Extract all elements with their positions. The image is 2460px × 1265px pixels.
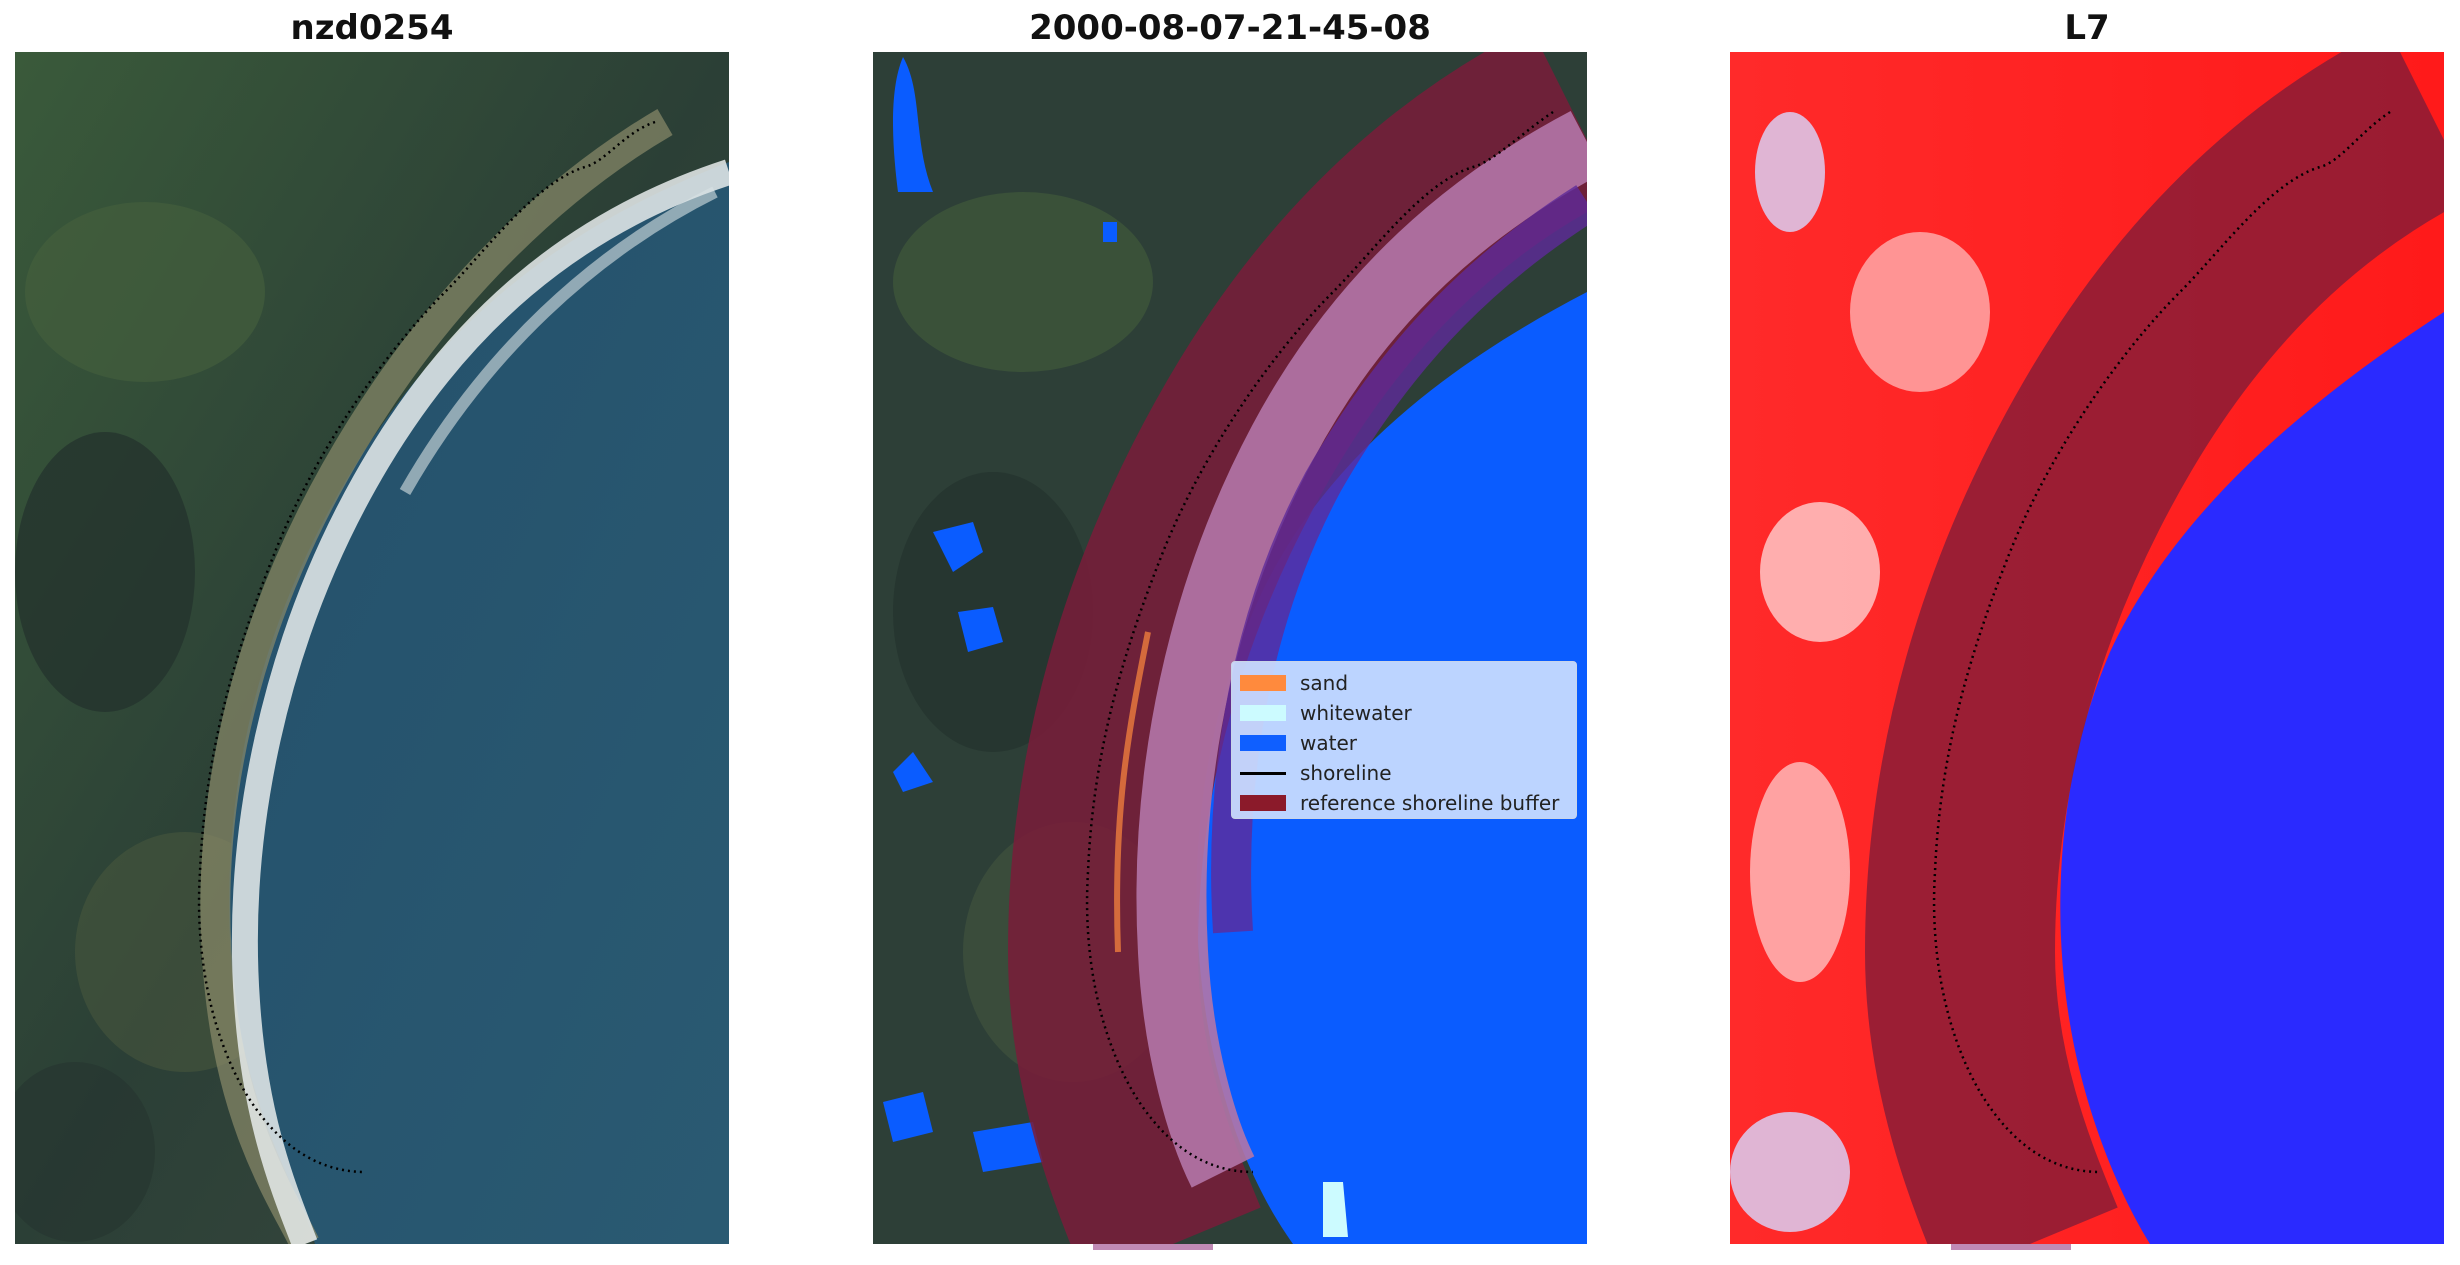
shoreline-trace <box>1932 110 2391 1174</box>
legend-item-sand: sand <box>1240 668 1568 698</box>
legend-label: reference shoreline buffer <box>1300 791 1560 815</box>
legend-swatch <box>1240 705 1286 721</box>
classification-panel <box>873 52 1587 1244</box>
legend-label: shoreline <box>1300 761 1392 785</box>
classification-map <box>873 52 1587 1244</box>
legend-item-shoreline: shoreline <box>1240 758 1568 788</box>
legend: sand whitewater water shoreline referenc… <box>1231 661 1577 819</box>
panel-title-index: L7 <box>2064 8 2110 48</box>
legend-item-buffer: reference shoreline buffer <box>1240 788 1568 818</box>
legend-swatch <box>1240 675 1286 691</box>
legend-label: whitewater <box>1300 701 1412 725</box>
legend-swatch <box>1240 735 1286 751</box>
legend-swatch <box>1240 795 1286 811</box>
legend-line <box>1240 771 1286 775</box>
legend-label: sand <box>1300 671 1349 695</box>
shoreline-trace <box>197 120 656 1174</box>
buffer-edge-mark <box>1951 1244 2071 1250</box>
legend-item-whitewater: whitewater <box>1240 698 1568 728</box>
rgb-image <box>15 52 729 1244</box>
index-panel <box>1730 52 2444 1244</box>
panel-title-classification: 2000-08-07-21-45-08 <box>1029 8 1431 48</box>
rgb-image-panel <box>15 52 729 1244</box>
buffer-edge-mark <box>1093 1244 1213 1250</box>
legend-label: water <box>1300 731 1357 755</box>
index-map <box>1730 52 2444 1244</box>
panel-title-rgb: nzd0254 <box>290 8 454 48</box>
legend-item-water: water <box>1240 728 1568 758</box>
